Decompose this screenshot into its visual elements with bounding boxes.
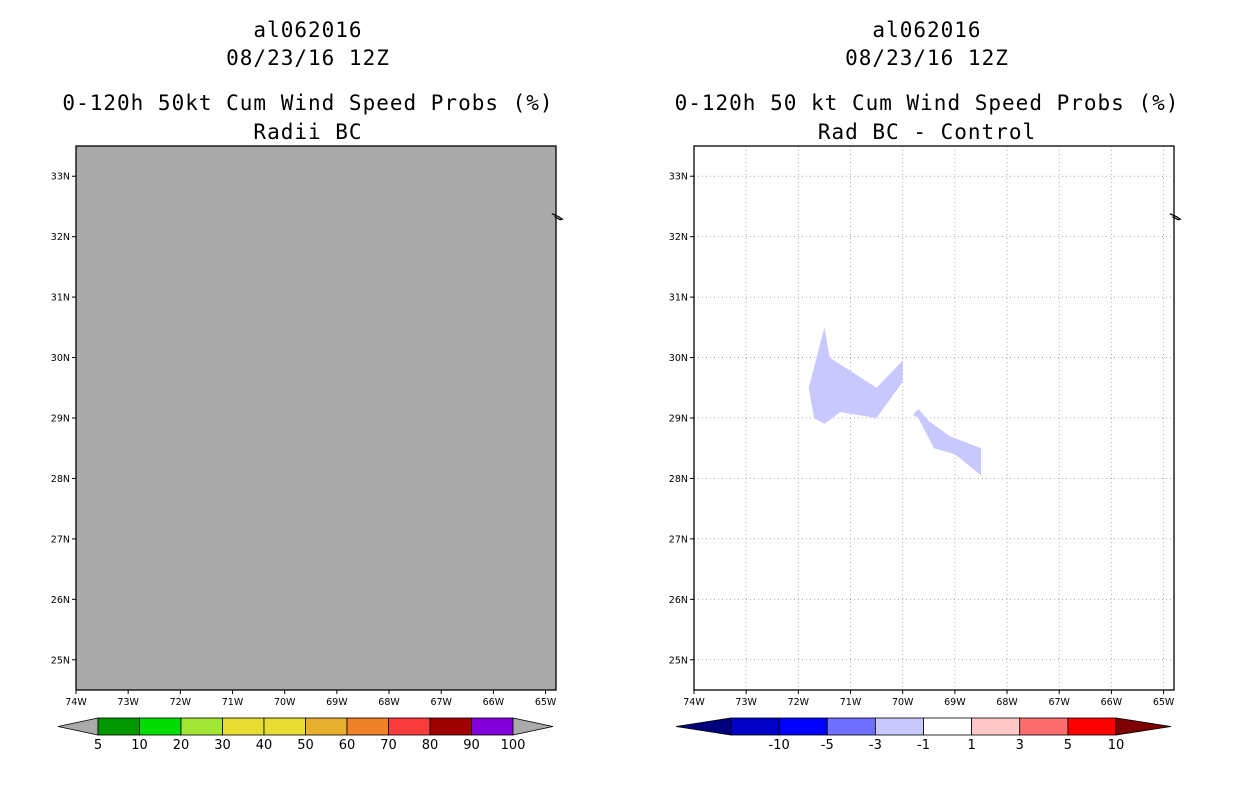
difference-region-2 — [913, 408, 981, 476]
colorbar-segment — [180, 717, 223, 736]
x-tick-label: 66W — [1101, 697, 1123, 708]
x-tick-label: 69W — [944, 697, 966, 708]
colorbar-segment — [305, 717, 348, 736]
left-chart-subtitle: Radii BC — [253, 120, 363, 144]
colorbar-over-arrow — [512, 717, 554, 736]
y-tick-label: 28N — [669, 474, 688, 485]
y-tick-label: 25N — [669, 655, 688, 666]
colorbar-segment — [471, 717, 514, 736]
left-chart-title: 0-120h 50kt Cum Wind Speed Probs (%) — [62, 91, 554, 115]
x-tick-label: 70W — [892, 697, 914, 708]
y-tick-label: 30N — [669, 353, 688, 364]
right-colorbar: -10 -5 -3 -1 1 3 5 10 — [675, 717, 1172, 753]
colorbar-segment — [971, 717, 1021, 736]
map-background — [76, 146, 556, 690]
colorbar-label: -1 — [917, 738, 930, 753]
colorbar-segment — [429, 717, 472, 736]
x-tick-label: 72W — [788, 697, 810, 708]
y-tick-label: 32N — [669, 232, 688, 243]
right-chart-title: 0-120h 50 kt Cum Wind Speed Probs (%) — [674, 91, 1180, 115]
colorbar-over-arrow — [1115, 717, 1172, 736]
left-colorbar: 5 10 20 30 40 50 60 70 80 90 100 — [57, 717, 554, 753]
colorbar-segment — [1067, 717, 1117, 736]
x-tick-label: 69W — [326, 697, 348, 708]
x-tick-label: 73W — [735, 697, 757, 708]
colorbar-label: -3 — [869, 738, 882, 753]
x-tick-label: 65W — [535, 697, 557, 708]
colorbar-label: 10 — [1108, 738, 1125, 753]
y-tick-label: 25N — [51, 655, 70, 666]
x-tick-label: 73W — [117, 697, 139, 708]
x-tick-label: 74W — [65, 697, 87, 708]
x-tick-label: 65W — [1153, 697, 1175, 708]
colorbar-segment — [222, 717, 265, 736]
colorbar-segment — [923, 717, 973, 736]
colorbar-under-arrow — [675, 717, 732, 736]
colorbar-label: 70 — [380, 738, 397, 753]
x-tick-label: 68W — [378, 697, 400, 708]
colorbar-segment — [388, 717, 431, 736]
y-tick-label: 33N — [669, 172, 688, 183]
colorbar-label: 10 — [131, 738, 148, 753]
colorbar-segment — [346, 717, 389, 736]
right-chart-subtitle: Rad BC - Control — [817, 120, 1037, 144]
right-datetime: 08/23/16 12Z — [845, 46, 1009, 70]
y-tick-label: 27N — [51, 534, 70, 545]
x-tick-label: 67W — [430, 697, 452, 708]
y-tick-label: 29N — [669, 414, 688, 425]
colorbar-segment — [263, 717, 306, 736]
colorbar-segment — [778, 717, 828, 736]
colorbar-label: 3 — [1016, 738, 1024, 753]
x-tick-label: 68W — [996, 697, 1018, 708]
colorbar-segment — [139, 717, 182, 736]
y-tick-label: 28N — [51, 474, 70, 485]
y-tick-label: 29N — [51, 414, 70, 425]
left-storm-id: al062016 — [253, 18, 363, 42]
y-tick-label: 30N — [51, 353, 70, 364]
left-datetime: 08/23/16 12Z — [226, 46, 390, 70]
colorbar-label: -5 — [821, 738, 834, 753]
x-tick-label: 71W — [840, 697, 862, 708]
colorbar-label: 40 — [256, 738, 273, 753]
x-tick-label: 72W — [170, 697, 192, 708]
colorbar-label: 60 — [339, 738, 356, 753]
x-tick-label: 74W — [683, 697, 705, 708]
y-tick-label: 26N — [669, 595, 688, 606]
y-tick-label: 33N — [51, 172, 70, 183]
x-tick-label: 67W — [1048, 697, 1070, 708]
left-map-panel: 74W 73W 72W 71W 70W 69W 68W 67W 66W 65W 25N 26N 27N 2… — [51, 145, 564, 708]
y-tick-label: 31N — [669, 293, 688, 304]
y-tick-label: 27N — [669, 534, 688, 545]
colorbar-under-arrow — [57, 717, 99, 736]
colorbar-label: 20 — [173, 738, 190, 753]
colorbar-segment — [730, 717, 780, 736]
colorbar-segment — [1019, 717, 1069, 736]
colorbar-label: -10 — [769, 738, 790, 753]
colorbar-label: 50 — [297, 738, 314, 753]
right-storm-id: al062016 — [872, 18, 982, 42]
colorbar-label: 80 — [422, 738, 439, 753]
colorbar-label: 100 — [501, 738, 526, 753]
colorbar-segment — [826, 717, 876, 736]
y-tick-label: 26N — [51, 595, 70, 606]
difference-region-1 — [808, 327, 903, 424]
colorbar-label: 5 — [94, 738, 102, 753]
x-tick-label: 70W — [274, 697, 296, 708]
y-tick-label: 32N — [51, 232, 70, 243]
colorbar-segment — [97, 717, 140, 736]
colorbar-label: 1 — [967, 738, 975, 753]
colorbar-segment — [874, 717, 924, 736]
colorbar-label: 30 — [214, 738, 231, 753]
right-map-panel: 74W 73W 72W 71W 70W 69W 68W 67W 66W 65W 25N 26N 27N 2… — [669, 145, 1182, 708]
x-tick-label: 66W — [483, 697, 505, 708]
colorbar-label: 90 — [463, 738, 480, 753]
colorbar-label: 5 — [1064, 738, 1072, 753]
y-tick-label: 31N — [51, 293, 70, 304]
x-tick-label: 71W — [222, 697, 244, 708]
